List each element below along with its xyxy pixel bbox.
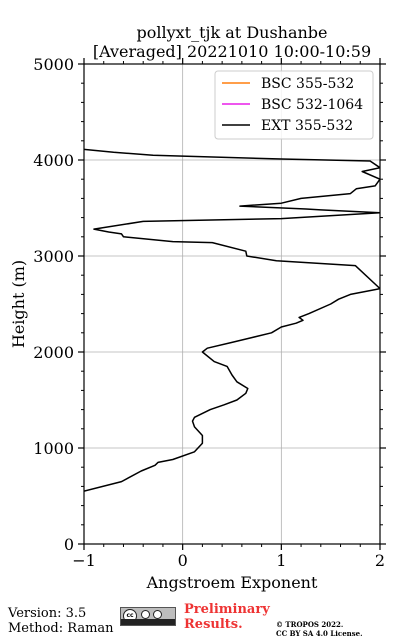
x-axis-label: Angstroem Exponent xyxy=(146,573,318,592)
x-tick-label: −1 xyxy=(72,551,96,570)
legend-label-ext-355-532: EXT 355-532 xyxy=(261,118,353,134)
legend-label-bsc-532-1064: BSC 532-1064 xyxy=(261,97,363,113)
chart-title-line1: pollyxt_tjk at Dushanbe xyxy=(136,23,327,42)
cc-license-logo: cc xyxy=(120,607,176,626)
y-axis-label: Height (m) xyxy=(9,260,28,348)
license-strip xyxy=(121,619,175,625)
x-tick-label: 2 xyxy=(375,551,385,570)
preliminary-results-note: Preliminary Results. xyxy=(184,602,270,632)
y-tick-label: 3000 xyxy=(33,247,74,266)
copyright-note: © TROPOS 2022. CC BY SA 4.0 License. xyxy=(276,620,363,638)
legend-box xyxy=(214,70,374,140)
x-tick-label: 0 xyxy=(178,551,188,570)
by-icon xyxy=(141,610,150,619)
preliminary-line2: Results. xyxy=(184,617,243,632)
plot-frame xyxy=(83,63,381,545)
y-tick-label: 2000 xyxy=(33,343,74,362)
ext-angstroem-chart: pollyxt_tjk at Dushanbe [Averaged] 20221… xyxy=(9,23,386,592)
y-tick-label: 0 xyxy=(64,535,74,554)
series-layer xyxy=(84,148,380,492)
preliminary-line1: Preliminary xyxy=(184,602,270,617)
sa-icon xyxy=(153,610,162,619)
chart-title-line2: [Averaged] 20221010 10:00-10:59 xyxy=(93,42,371,61)
y-tick-label: 1000 xyxy=(33,439,74,458)
copyright-line2: CC BY SA 4.0 License. xyxy=(276,629,363,638)
legend-label-bsc-355-532: BSC 355-532 xyxy=(261,76,354,92)
x-tick-label: 1 xyxy=(276,551,286,570)
method-text: Method: Raman xyxy=(8,621,114,636)
y-tick-label: 5000 xyxy=(33,55,74,74)
y-tick-label: 4000 xyxy=(33,151,74,170)
legend: BSC 355-532 BSC 532-1064 EXT 355-532 xyxy=(214,70,374,140)
version-text: Version: 3.5 xyxy=(8,606,87,621)
series-line-ext-355-532 xyxy=(84,148,380,492)
copyright-line1: © TROPOS 2022. xyxy=(276,620,344,629)
